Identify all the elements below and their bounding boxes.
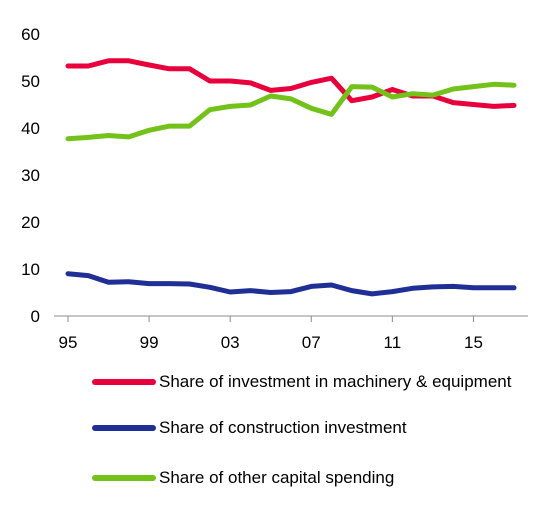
x-tick-label: 03 [221, 333, 240, 352]
y-tick-label: 50 [21, 72, 40, 91]
series-line-other [65, 81, 517, 142]
x-tick-label: 07 [302, 333, 321, 352]
legend-item-machinery: Share of investment in machinery & equip… [92, 371, 532, 417]
y-tick-label: 60 [21, 25, 40, 44]
y-tick-label: 10 [21, 260, 40, 279]
legend-swatch-machinery [92, 379, 156, 385]
y-tick-label: 0 [31, 307, 40, 326]
x-axis: 95 99 03 07 11 15 [54, 315, 528, 352]
legend-label-machinery: Share of investment in machinery & equip… [159, 372, 512, 391]
x-tick-label: 15 [464, 333, 483, 352]
x-tick-label: 11 [384, 333, 402, 352]
legend-swatch-other [92, 475, 156, 481]
y-tick-label: 30 [21, 166, 40, 185]
series-lines [65, 58, 517, 297]
legend-item-construction: Share of construction investment [92, 417, 532, 467]
y-tick-label: 40 [21, 119, 40, 138]
legend: Share of investment in machinery & equip… [92, 371, 532, 497]
legend-label-construction: Share of construction investment [159, 418, 407, 437]
y-tick-label: 20 [21, 213, 40, 232]
line-chart: 0 10 20 30 40 50 60 95 99 03 07 11 15 [21, 25, 528, 352]
series-line-machinery [65, 58, 517, 109]
x-tick-label: 99 [140, 333, 159, 352]
legend-label-other: Share of other capital spending [159, 468, 395, 487]
legend-item-other: Share of other capital spending [92, 467, 532, 497]
x-tick-label: 95 [59, 333, 78, 352]
series-line-construction [65, 271, 517, 297]
y-axis-tick-labels: 0 10 20 30 40 50 60 [21, 25, 40, 326]
legend-swatch-construction [92, 425, 156, 431]
